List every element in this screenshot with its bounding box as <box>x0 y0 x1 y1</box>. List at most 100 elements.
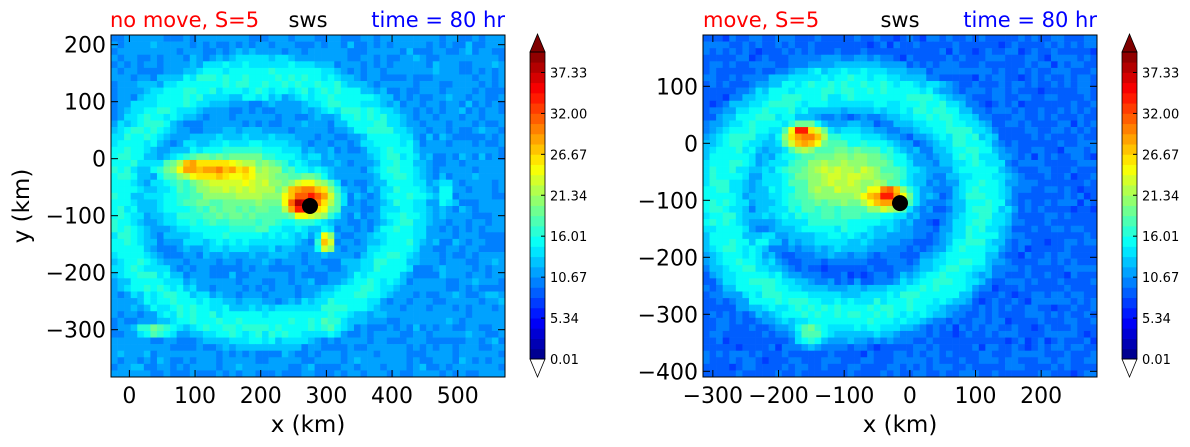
heatmap-cell <box>262 206 269 213</box>
heatmap-cell <box>367 81 374 88</box>
heatmap-cell <box>1070 113 1078 121</box>
heatmap-cell <box>432 291 440 299</box>
heatmap-cell <box>137 166 145 174</box>
heatmap-cell <box>1051 219 1058 227</box>
heatmap-cell <box>827 219 835 227</box>
heatmap-cell <box>1070 35 1078 42</box>
heatmap-cell <box>111 173 118 181</box>
heatmap-cell <box>919 219 927 227</box>
heatmap-cell <box>445 311 453 319</box>
heatmap-cell <box>262 324 269 332</box>
heatmap-cell <box>111 199 118 207</box>
heatmap-cell <box>821 127 829 134</box>
heatmap-cell <box>111 284 118 292</box>
heatmap-cell <box>222 67 230 75</box>
heatmap-cell <box>209 140 217 148</box>
heatmap-cell <box>209 159 217 167</box>
heatmap-cell <box>781 140 789 148</box>
heatmap-cell <box>485 238 493 246</box>
heatmap-cell <box>794 179 802 187</box>
heatmap-cell <box>130 330 138 338</box>
heatmap-cell <box>465 140 473 148</box>
heatmap-cell <box>1057 212 1065 220</box>
heatmap-cell <box>959 74 966 82</box>
heatmap-cell <box>840 54 848 62</box>
heatmap-cell <box>814 166 822 174</box>
heatmap-cell <box>406 258 414 266</box>
heatmap-cell <box>913 199 921 207</box>
heatmap-cell <box>735 48 743 56</box>
heatmap-cell <box>768 120 776 128</box>
heatmap-cell <box>176 81 184 88</box>
heatmap-cell <box>1090 48 1097 56</box>
heatmap-cell <box>478 350 486 358</box>
heatmap-cell <box>1011 61 1019 69</box>
heatmap-cell <box>485 107 493 115</box>
heatmap-cell <box>111 113 118 121</box>
heatmap-cell <box>998 113 1006 121</box>
heatmap-cell <box>130 186 138 194</box>
heatmap-cell <box>150 265 158 273</box>
heatmap-cell <box>196 252 204 259</box>
heatmap-cell <box>399 146 407 154</box>
heatmap-cell <box>932 35 940 42</box>
heatmap-cell <box>1005 94 1012 102</box>
heatmap-cell <box>1070 179 1078 187</box>
heatmap-cell <box>939 94 947 102</box>
heatmap-cell <box>327 291 335 299</box>
heatmap-cell <box>386 317 394 325</box>
heatmap-cell <box>932 107 940 115</box>
heatmap-cell <box>742 54 750 62</box>
heatmap-cell <box>1057 127 1065 134</box>
heatmap-cell <box>445 74 453 82</box>
heatmap-cell <box>334 258 342 266</box>
heatmap-cell <box>775 81 783 88</box>
heatmap-cell <box>991 186 999 194</box>
heatmap-cell <box>183 212 191 220</box>
heatmap-cell <box>762 159 769 167</box>
heatmap-cell <box>1011 219 1019 227</box>
heatmap-cell <box>189 232 197 240</box>
heatmap-cell <box>294 258 302 266</box>
heatmap-cell <box>893 120 901 128</box>
heatmap-cell <box>393 284 401 292</box>
heatmap-cell <box>913 173 921 181</box>
heatmap-cell <box>472 317 480 325</box>
heatmap-cell <box>294 35 302 42</box>
heatmap-cell <box>485 311 493 319</box>
heatmap-cell <box>386 265 394 273</box>
heatmap-cell <box>301 298 309 305</box>
heatmap-cell <box>321 107 329 115</box>
heatmap-cell <box>262 120 269 128</box>
heatmap-cell <box>478 284 486 292</box>
heatmap-cell <box>735 206 743 213</box>
heatmap-cell <box>393 54 401 62</box>
heatmap-cell <box>294 219 302 227</box>
heatmap-cell <box>353 363 361 371</box>
heatmap-cell <box>229 324 237 332</box>
heatmap-cell <box>419 173 427 181</box>
heatmap-cell <box>1083 199 1091 207</box>
heatmap-cell <box>124 186 132 194</box>
heatmap-cell <box>926 166 934 174</box>
heatmap-cell <box>991 192 999 200</box>
heatmap-cell <box>827 67 835 75</box>
heatmap-cell <box>373 94 381 102</box>
heatmap-cell <box>991 179 999 187</box>
heatmap-cell <box>347 232 355 240</box>
heatmap-cell <box>334 271 342 279</box>
heatmap-cell <box>413 363 420 371</box>
heatmap-cell <box>478 252 486 259</box>
heatmap-cell <box>327 304 335 312</box>
heatmap-cell <box>156 127 164 134</box>
heatmap-cell <box>972 81 980 88</box>
heatmap-cell <box>340 206 348 213</box>
heatmap-cell <box>472 278 480 286</box>
heatmap-cell <box>794 87 802 95</box>
heatmap-cell <box>703 225 710 233</box>
heatmap-cell <box>176 324 184 332</box>
heatmap-cell <box>334 120 342 128</box>
heatmap-cell <box>472 94 480 102</box>
heatmap-cell <box>426 350 434 358</box>
heatmap-cell <box>768 140 776 148</box>
